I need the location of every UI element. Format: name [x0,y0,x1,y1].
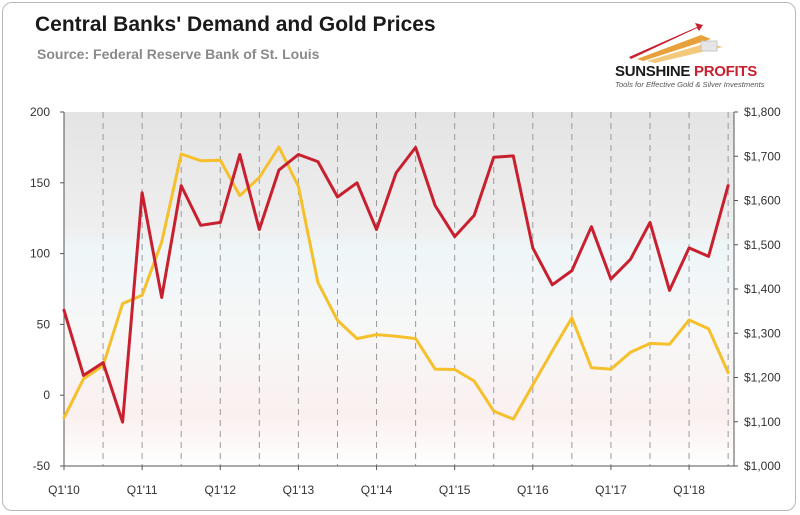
y-right-tick-label: $1,400 [744,282,781,296]
logo-wordmark: SUNSHINE PROFITS [615,63,757,80]
x-tick-label: Q1'16 [517,483,549,497]
chart-title: Central Banks' Demand and Gold Prices [35,13,436,36]
x-tick-label: Q1'13 [283,483,315,497]
x-tick-label: Q1'17 [595,483,627,497]
logo-tagline: Tools for Effective Gold & Silver Invest… [615,80,765,89]
x-tick-label: Q1'18 [673,483,705,497]
x-tick-label: Q1'10 [48,483,80,497]
logo-name-part2: PROFITS [694,63,757,80]
gold-price-series-line [62,145,730,421]
y-right-tick-label: $1,600 [744,194,781,208]
y-right-tick-label: $1,200 [744,371,781,385]
y-left-tick-label: 0 [43,388,50,402]
y-left-tick-label: 150 [30,176,50,190]
x-tick-label: Q1'14 [361,483,393,497]
y-left-tick-label: 200 [30,105,50,119]
y-right-tick-label: $1,000 [744,459,781,473]
axes [60,111,738,470]
y-right-tick-label: $1,300 [744,326,781,340]
grid-lines [102,112,729,466]
y-right-tick-label: $1,500 [744,238,781,252]
y-left-tick-label: 50 [37,317,51,331]
logo-arrow-icon [629,23,723,63]
logo-name-part1: SUNSHINE [615,63,691,80]
chart-subtitle: Source: Federal Reserve Bank of St. Loui… [37,46,320,62]
y-left-tick-label: -50 [33,459,51,473]
y-left-tick-label: 100 [30,247,50,261]
y-right-tick-label: $1,800 [744,105,781,119]
demand-series-line [62,145,730,424]
x-tick-label: Q1'11 [127,483,158,497]
sunshine-profits-logo: SUNSHINE PROFITS Tools for Effective Gol… [615,17,775,97]
series-lines [62,145,730,424]
x-tick-label: Q1'15 [439,483,471,497]
tick-labels: -50 0 50 100 150 200 $1,000 $1,100 $1,200 $1,300 $… [30,105,781,497]
x-tick-label: Q1'12 [204,483,236,497]
y-right-tick-label: $1,100 [744,415,781,429]
y-right-tick-label: $1,700 [744,149,781,163]
